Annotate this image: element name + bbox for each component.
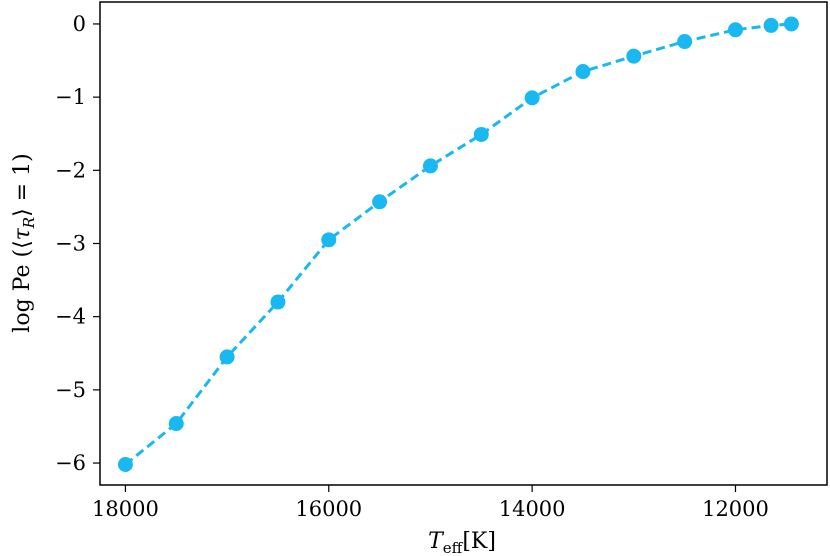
y-axis-label-prefix: log Pe (⟨ bbox=[10, 240, 35, 332]
y-axis-ticks: 0 −1 −2 −3 −4 −5 −6 bbox=[55, 12, 100, 475]
data-point bbox=[321, 232, 337, 248]
data-point bbox=[575, 64, 591, 80]
y-tick-label: −4 bbox=[55, 305, 86, 329]
y-tick-label: −6 bbox=[55, 451, 86, 475]
y-tick-label: −3 bbox=[55, 232, 86, 256]
x-axis-ticks: 18000 16000 14000 12000 bbox=[92, 485, 769, 521]
x-tick-label: 18000 bbox=[92, 497, 159, 521]
plot-frame bbox=[99, 1, 828, 486]
y-axis-label-subscript: R bbox=[20, 217, 38, 229]
data-point bbox=[727, 22, 743, 38]
y-axis-label-tau: τ bbox=[10, 227, 35, 240]
y-axis-label-suffix: ⟩ = 1) bbox=[10, 153, 35, 217]
y-axis-label: log Pe (⟨τR⟩ = 1) bbox=[10, 153, 38, 332]
y-tick-label: −5 bbox=[55, 378, 86, 402]
data-point bbox=[677, 34, 693, 50]
x-tick-label: 14000 bbox=[499, 497, 566, 521]
x-tick-label: 16000 bbox=[295, 497, 362, 521]
y-tick-label: −2 bbox=[55, 158, 86, 182]
data-point bbox=[626, 48, 642, 64]
data-point bbox=[763, 17, 779, 33]
data-point bbox=[422, 158, 438, 174]
x-axis-label: Teff[K] bbox=[428, 529, 496, 556]
x-axis-label-main: T bbox=[428, 529, 445, 554]
y-tick-label: 0 bbox=[73, 12, 86, 36]
series-line bbox=[124, 22, 792, 466]
data-point bbox=[270, 294, 286, 310]
y-tick-label: −1 bbox=[55, 85, 86, 109]
data-point bbox=[524, 90, 540, 106]
x-axis-label-unit: [K] bbox=[462, 529, 496, 554]
data-point bbox=[168, 416, 184, 432]
data-point bbox=[783, 16, 799, 32]
x-tick-label: 12000 bbox=[702, 497, 769, 521]
data-point bbox=[372, 194, 388, 210]
plot-data-layer bbox=[117, 16, 799, 473]
x-axis-label-subscript: eff bbox=[443, 539, 464, 556]
data-point bbox=[473, 126, 489, 142]
data-point bbox=[117, 457, 133, 473]
data-point bbox=[219, 349, 235, 365]
